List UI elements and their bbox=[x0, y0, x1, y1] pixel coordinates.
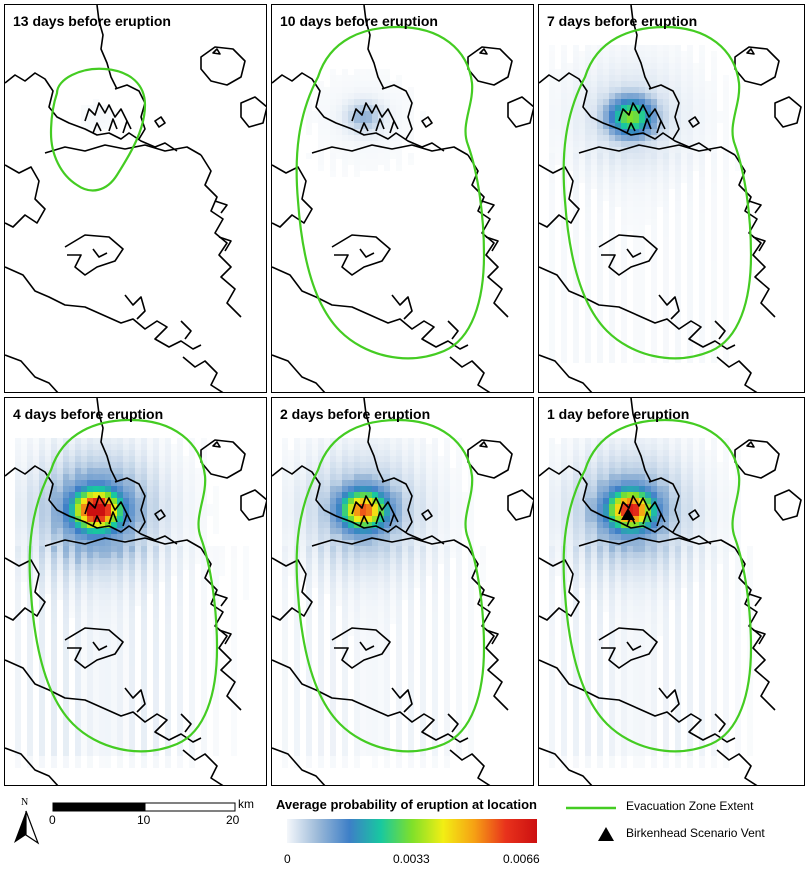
map-panel-2-days: 2 days before eruption bbox=[271, 397, 534, 786]
map-canvas bbox=[272, 5, 533, 392]
coastline bbox=[272, 5, 533, 392]
vent-marker-icon bbox=[621, 508, 635, 520]
map-panel-7-days: 7 days before eruption bbox=[538, 4, 805, 393]
map-canvas bbox=[272, 398, 533, 785]
evacuation-zone-outline bbox=[562, 25, 753, 360]
colorbar-tick-mid: 0.0033 bbox=[393, 852, 430, 866]
probability-heatmap bbox=[549, 45, 741, 363]
map-panel-13-days: 13 days before eruption bbox=[4, 4, 267, 393]
probability-heatmap bbox=[15, 438, 249, 768]
north-arrow-icon bbox=[14, 810, 40, 845]
north-label: N bbox=[21, 797, 29, 808]
coastline bbox=[539, 398, 802, 785]
scale-tick-20: 20 bbox=[226, 813, 240, 827]
evacuation-zone-swatch bbox=[566, 806, 616, 810]
probability-heatmap bbox=[549, 438, 753, 768]
panel-title: 7 days before eruption bbox=[547, 13, 698, 29]
panel-title: 13 days before eruption bbox=[13, 13, 171, 29]
evacuation-zone-outline bbox=[295, 418, 486, 753]
coastline bbox=[539, 5, 802, 392]
scale-bar bbox=[52, 802, 236, 812]
map-canvas bbox=[5, 398, 266, 785]
scale-unit: km bbox=[238, 797, 254, 811]
colorbar-title: Average probability of eruption at locat… bbox=[276, 797, 537, 812]
coastline bbox=[5, 5, 266, 392]
colorbar-tick-min: 0 bbox=[284, 852, 291, 866]
vent-label: Birkenhead Scenario Vent bbox=[626, 826, 765, 840]
map-panel-1-day: 1 day before eruption bbox=[538, 397, 805, 786]
map-canvas bbox=[5, 5, 266, 392]
map-panel-10-days: 10 days before eruption bbox=[271, 4, 534, 393]
evacuation-zone-outline bbox=[49, 67, 147, 192]
coastline bbox=[5, 398, 266, 785]
map-panel-4-days: 4 days before eruption bbox=[4, 397, 267, 786]
colorbar-tick-max: 0.0066 bbox=[503, 852, 540, 866]
scale-tick-0: 0 bbox=[49, 813, 56, 827]
map-canvas bbox=[539, 398, 802, 785]
coastline bbox=[272, 398, 533, 785]
scale-tick-10: 10 bbox=[137, 813, 151, 827]
evacuation-zone-label: Evacuation Zone Extent bbox=[626, 799, 754, 813]
evacuation-zone-outline bbox=[295, 25, 486, 360]
panel-title: 2 days before eruption bbox=[280, 406, 431, 422]
evacuation-zone-outline bbox=[28, 418, 219, 753]
probability-heatmap bbox=[81, 99, 117, 135]
panel-title: 10 days before eruption bbox=[280, 13, 438, 29]
evacuation-zone-outline bbox=[562, 418, 753, 753]
panel-title: 4 days before eruption bbox=[13, 406, 164, 422]
panel-title: 1 day before eruption bbox=[547, 406, 690, 422]
vent-triangle-icon bbox=[598, 827, 614, 841]
probability-heatmap bbox=[282, 438, 486, 768]
map-canvas bbox=[539, 5, 802, 392]
colorbar bbox=[287, 819, 537, 843]
probability-heatmap bbox=[306, 69, 426, 177]
